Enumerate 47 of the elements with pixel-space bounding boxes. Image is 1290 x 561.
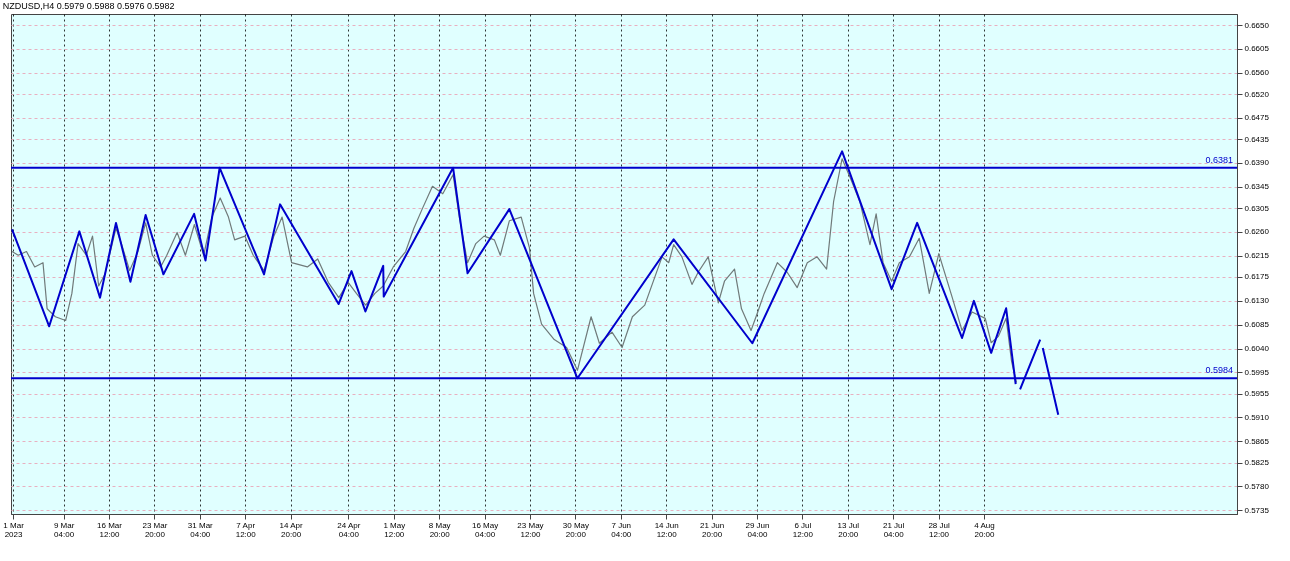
y-tick-label: 0.6305	[1244, 203, 1270, 213]
x-tick-label: 7 Jun 04:00	[611, 520, 632, 539]
y-tick-label: 0.5735	[1244, 505, 1270, 515]
y-tick-label: 0.6475	[1244, 113, 1270, 123]
chart-title: NZDUSD,H4 0.5979 0.5988 0.5976 0.5982	[2, 1, 175, 11]
x-tick-label: 31 Mar 04:00	[187, 520, 214, 539]
x-tick-label: 1 Mar 2023	[3, 520, 25, 539]
x-tick-label: 23 May 12:00	[517, 520, 544, 539]
y-tick-label: 0.6605	[1244, 44, 1270, 54]
y-tick-label: 0.6520	[1244, 89, 1270, 99]
x-tick-label: 14 Apr 20:00	[279, 520, 303, 539]
y-tick-label: 0.6040	[1244, 344, 1270, 354]
ref-line-label: 0.6381	[1205, 154, 1233, 165]
y-tick-label: 0.5780	[1244, 481, 1270, 491]
y-tick-label: 0.5825	[1244, 458, 1270, 468]
y-tick-label: 0.6390	[1244, 158, 1270, 168]
y-tick-label: 0.6130	[1244, 296, 1270, 306]
x-tick-label: 28 Jul 12:00	[928, 520, 950, 539]
x-tick-label: 8 May 20:00	[428, 520, 451, 539]
x-tick-label: 7 Apr 12:00	[235, 520, 257, 539]
y-tick-label: 0.6435	[1244, 134, 1270, 144]
x-tick-label: 16 May 04:00	[471, 520, 499, 539]
y-tick-label: 0.5910	[1244, 413, 1270, 422]
x-tick-label: 21 Jul 04:00	[882, 520, 905, 539]
y-tick-label: 0.6085	[1244, 320, 1270, 330]
y-tick-label: 0.6260	[1244, 227, 1270, 237]
x-tick-label: 1 May 12:00	[383, 520, 406, 539]
x-tick-label: 23 Mar 20:00	[142, 520, 168, 539]
y-tick-label: 0.5995	[1244, 367, 1270, 377]
x-tick-label: 30 May 20:00	[562, 520, 589, 539]
y-tick-label: 0.5955	[1244, 389, 1270, 399]
y-tick-label: 0.5865	[1244, 436, 1270, 446]
x-tick-label: 14 Jun 12:00	[654, 520, 679, 539]
x-tick-label: 4 Aug 20:00	[974, 520, 996, 539]
x-tick-label: 29 Jun 04:00	[745, 520, 770, 539]
x-tick-label: 6 Jul 12:00	[792, 520, 814, 539]
x-tick-label: 16 Mar 12:00	[97, 520, 123, 539]
x-tick-label: 13 Jul 20:00	[837, 520, 860, 539]
y-tick-label: 0.6650	[1244, 20, 1270, 30]
y-tick-label: 0.6345	[1244, 182, 1270, 192]
x-tick-label: 21 Jun 20:00	[700, 520, 725, 539]
ref-line-label: 0.5984	[1205, 365, 1233, 376]
y-tick-label: 0.6560	[1244, 68, 1270, 78]
x-tick-label: 9 Mar 04:00	[53, 520, 75, 539]
y-tick-label: 0.6215	[1244, 251, 1270, 261]
x-tick-label: 24 Apr 04:00	[337, 520, 361, 539]
y-tick-label: 0.6175	[1244, 272, 1270, 282]
